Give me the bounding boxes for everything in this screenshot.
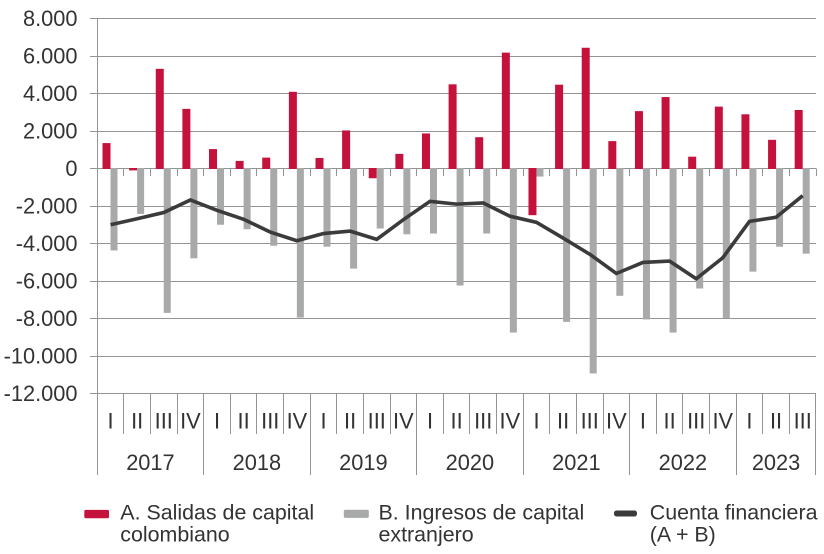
svg-text:2.000: 2.000 — [23, 119, 78, 144]
svg-text:8.000: 8.000 — [23, 6, 78, 31]
svg-text:2017: 2017 — [126, 450, 175, 475]
svg-text:I: I — [320, 409, 326, 434]
svg-text:II: II — [557, 409, 569, 434]
svg-text:B. Ingresos de capital: B. Ingresos de capital — [379, 500, 585, 524]
svg-text:2019: 2019 — [339, 450, 388, 475]
svg-text:II: II — [770, 409, 782, 434]
svg-text:III: III — [687, 409, 705, 434]
svg-text:(A + B): (A + B) — [650, 523, 716, 547]
svg-text:2023: 2023 — [752, 450, 801, 475]
svg-text:Cuenta financiera: Cuenta financiera — [650, 500, 818, 524]
svg-text:-8.000: -8.000 — [16, 306, 78, 331]
svg-text:-10.000: -10.000 — [4, 344, 78, 369]
svg-text:IV: IV — [180, 409, 201, 434]
svg-text:I: I — [640, 409, 646, 434]
svg-text:IV: IV — [500, 409, 521, 434]
svg-text:II: II — [131, 409, 143, 434]
svg-text:-12.000: -12.000 — [4, 381, 78, 406]
svg-text:I: I — [214, 409, 220, 434]
svg-text:IV: IV — [606, 409, 627, 434]
svg-text:2018: 2018 — [233, 450, 282, 475]
svg-text:IV: IV — [713, 409, 734, 434]
svg-text:extranjero: extranjero — [379, 523, 474, 547]
svg-text:I: I — [746, 409, 752, 434]
svg-text:I: I — [107, 409, 113, 434]
svg-text:2021: 2021 — [552, 450, 601, 475]
svg-text:4.000: 4.000 — [23, 81, 78, 106]
svg-text:III: III — [261, 409, 279, 434]
svg-text:II: II — [238, 409, 250, 434]
svg-text:-4.000: -4.000 — [16, 231, 78, 256]
svg-text:0: 0 — [65, 156, 77, 181]
svg-text:A. Salidas de capital: A. Salidas de capital — [120, 500, 314, 524]
svg-text:II: II — [664, 409, 676, 434]
svg-text:-2.000: -2.000 — [16, 194, 78, 219]
svg-text:III: III — [155, 409, 173, 434]
svg-text:I: I — [427, 409, 433, 434]
svg-text:6.000: 6.000 — [23, 44, 78, 69]
svg-text:I: I — [533, 409, 539, 434]
svg-text:2020: 2020 — [446, 450, 495, 475]
svg-text:III: III — [368, 409, 386, 434]
svg-text:III: III — [474, 409, 492, 434]
svg-text:IV: IV — [287, 409, 308, 434]
svg-text:-6.000: -6.000 — [16, 269, 78, 294]
svg-text:III: III — [794, 409, 812, 434]
svg-text:III: III — [581, 409, 599, 434]
svg-text:II: II — [344, 409, 356, 434]
svg-text:II: II — [451, 409, 463, 434]
svg-text:2022: 2022 — [659, 450, 708, 475]
svg-text:IV: IV — [393, 409, 414, 434]
svg-text:colombiano: colombiano — [120, 523, 229, 547]
